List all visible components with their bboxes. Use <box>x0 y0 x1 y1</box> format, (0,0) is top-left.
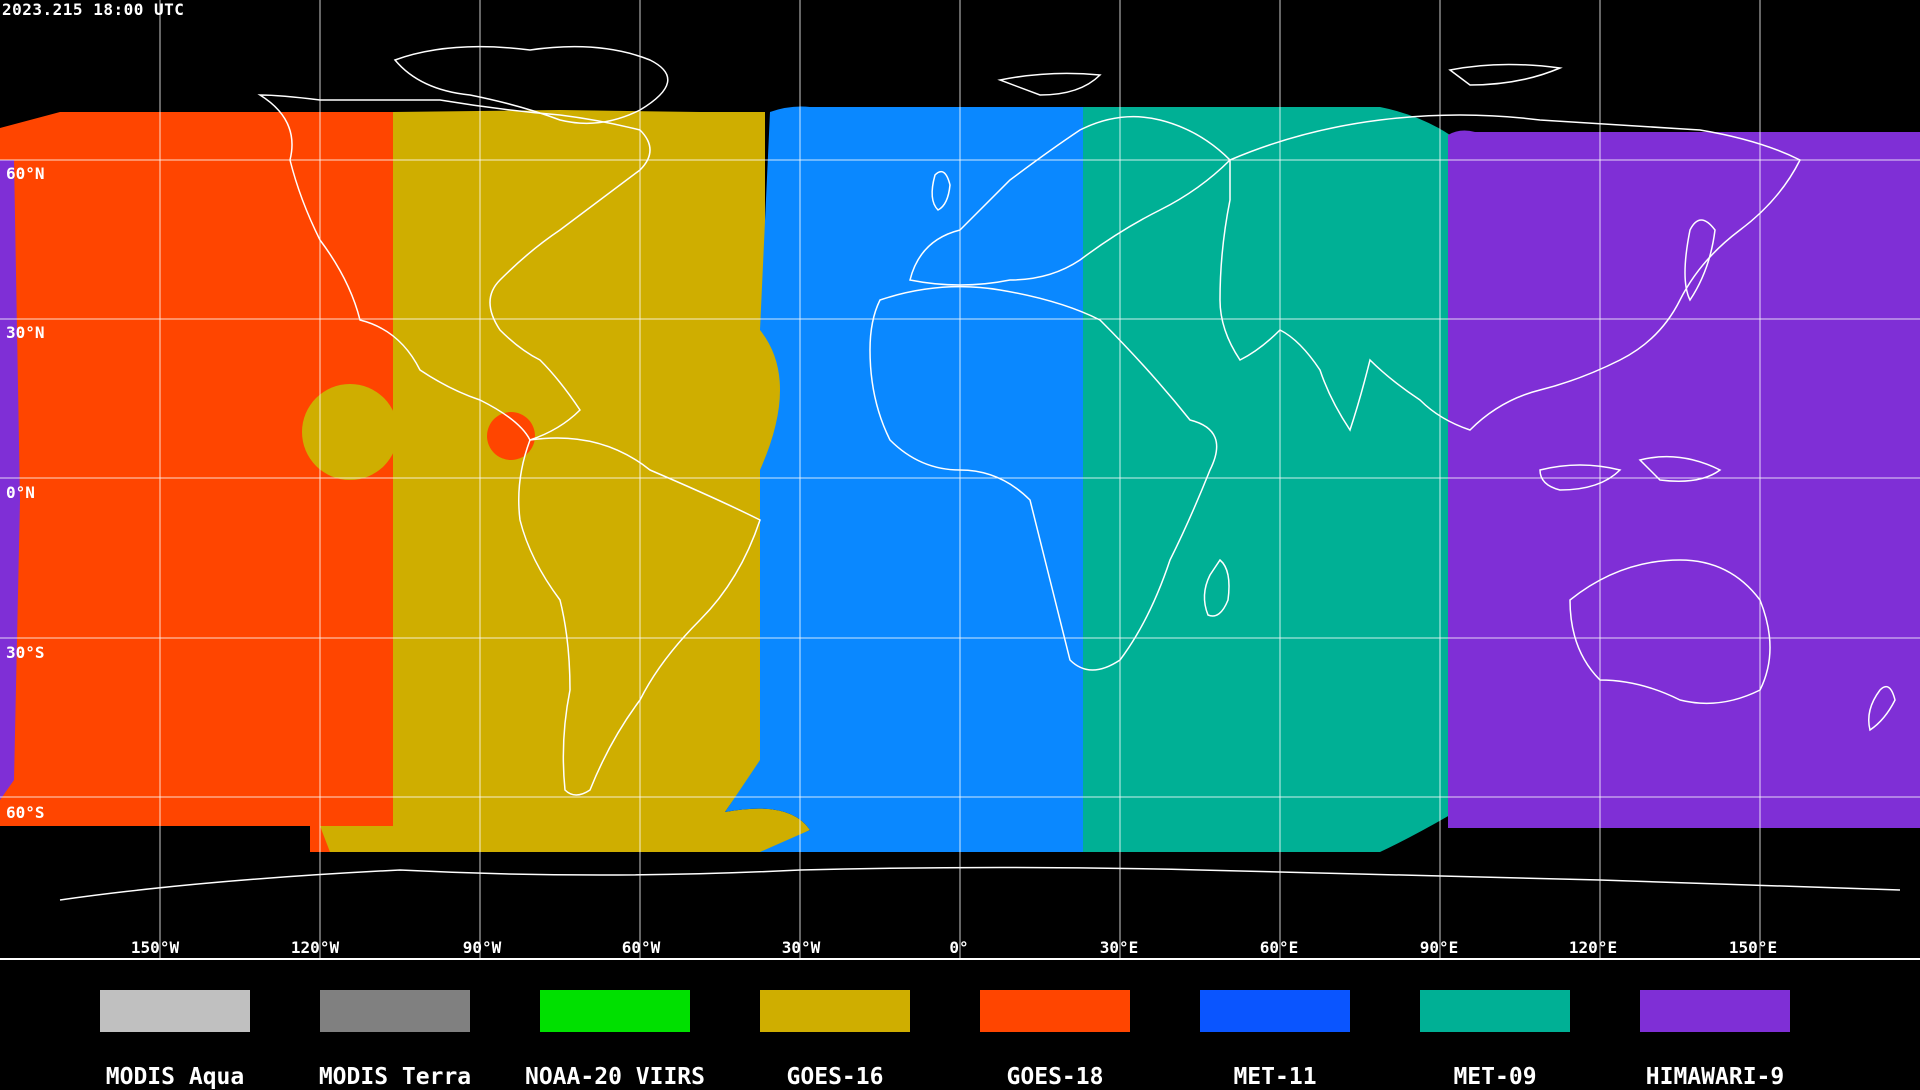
lon-label-90w: 90°W <box>462 938 502 957</box>
timestamp: 2023.215 18:00 UTC <box>2 0 185 19</box>
lat-label-60n: 60°N <box>6 164 45 183</box>
legend-swatch <box>980 990 1130 1032</box>
lon-label-60w: 60°W <box>621 938 661 957</box>
legend-swatch <box>100 990 250 1032</box>
lat-label-60s: 60°S <box>6 803 45 822</box>
region-met-09 <box>1083 107 1450 852</box>
legend-item-modis-terra: MODIS Terra <box>319 990 540 1090</box>
legend-label: MET-11 <box>1233 1064 1317 1090</box>
lon-label-0: 0° <box>949 938 969 957</box>
region-himawari-9 <box>1448 130 1920 828</box>
legend-swatch <box>1200 990 1350 1032</box>
legend-label: NOAA-20 VIIRS <box>524 1064 706 1090</box>
legend-swatch <box>320 990 470 1032</box>
region-himawari-9-wrap <box>0 160 20 800</box>
legend-swatch <box>1640 990 1790 1032</box>
lon-label-120w: 120°W <box>290 938 340 957</box>
legend-item-himawari-9: HIMAWARI-9 <box>1640 990 1860 1090</box>
coverage-map: 2023.215 18:00 UTC 60°N 30°N 0°N 30°S 60… <box>0 0 1920 958</box>
legend-swatch <box>1420 990 1570 1032</box>
legend-label: GOES-18 <box>1006 1064 1104 1090</box>
legend: MODIS Aqua MODIS Terra NOAA-20 VIIRS GOE… <box>0 960 1920 1090</box>
region-goes-16 <box>320 110 810 852</box>
lat-label-0n: 0°N <box>6 483 35 502</box>
lon-label-30e: 30°E <box>1099 938 1139 957</box>
legend-swatch <box>760 990 910 1032</box>
region-goes-16-bulge <box>302 384 398 480</box>
region-met-11 <box>725 106 1085 853</box>
legend-swatch <box>540 990 690 1032</box>
lon-label-60e: 60°E <box>1259 938 1299 957</box>
legend-label: HIMAWARI-9 <box>1645 1064 1785 1090</box>
legend-item-modis-aqua: MODIS Aqua <box>100 990 320 1090</box>
legend-item-met-11: MET-11 <box>1200 990 1420 1090</box>
legend-item-noaa-20-viirs: NOAA-20 VIIRS <box>525 990 760 1090</box>
lat-label-30s: 30°S <box>6 643 45 662</box>
legend-item-met-09: MET-09 <box>1420 990 1640 1090</box>
lon-label-120e: 120°E <box>1568 938 1618 957</box>
lat-label-30n: 30°N <box>6 323 45 342</box>
legend-label: MODIS Aqua <box>105 1064 245 1090</box>
lon-label-30w: 30°W <box>781 938 821 957</box>
map-canvas <box>0 0 1920 958</box>
legend-label: GOES-16 <box>786 1064 884 1090</box>
lon-label-150w: 150°W <box>130 938 180 957</box>
legend-label: MODIS Terra <box>318 1064 472 1090</box>
legend-item-goes-18: GOES-18 <box>980 990 1200 1090</box>
graticule <box>0 0 1920 958</box>
region-goes-18 <box>0 112 395 852</box>
lon-label-90e: 90°E <box>1419 938 1459 957</box>
lon-label-150e: 150°E <box>1728 938 1778 957</box>
region-goes-18-patch <box>487 412 535 460</box>
legend-label: MET-09 <box>1453 1064 1537 1090</box>
legend-item-goes-16: GOES-16 <box>760 990 980 1090</box>
legend-divider <box>0 958 1920 960</box>
